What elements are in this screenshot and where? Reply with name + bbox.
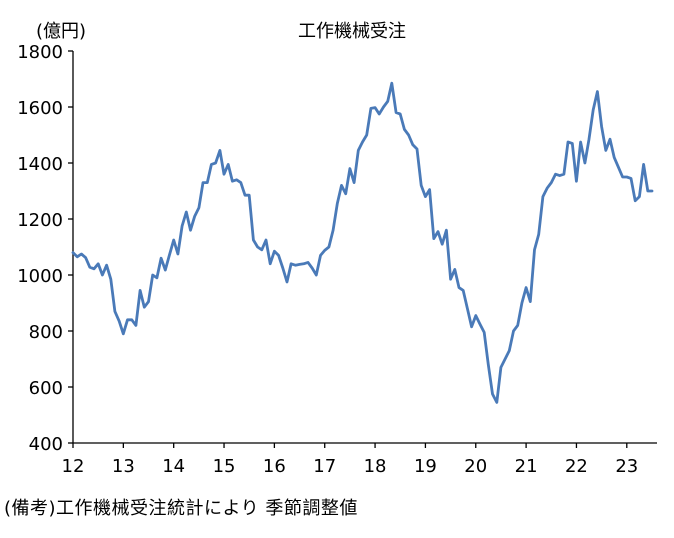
y-tick-label: 800 [29,322,63,343]
x-tick-label: 14 [162,456,185,477]
x-tick-label: 20 [464,456,487,477]
x-tick-label: 16 [263,456,286,477]
x-tick-label: 17 [313,456,336,477]
x-tick-label: 21 [515,456,538,477]
y-axis-unit-label: (億円) [36,21,86,42]
y-tick-label: 400 [29,434,63,455]
x-tick-label: 12 [62,456,85,477]
x-tick-label: 19 [414,456,437,477]
series-group [71,81,654,404]
y-tick-label: 1000 [17,266,63,287]
chart-note: (備考)工作機械受注統計により 季節調整値 [4,498,358,519]
x-tick-label: 13 [112,456,135,477]
series-line [71,81,654,404]
y-tick-label: 1400 [17,154,63,175]
y-tick-label: 600 [29,378,63,399]
line-chart: 工作機械受注 (億円) 400 600 800 1000 1200 1400 1600 180… [17,21,657,477]
x-tick-label: 18 [364,456,387,477]
y-tick-label: 1200 [17,210,63,231]
y-axis-ticks: 400 600 800 1000 1200 1400 1600 1800 [17,42,73,455]
y-tick-label: 1800 [17,42,63,63]
x-tick-label: 22 [565,456,588,477]
x-axis-ticks: 12 13 14 15 16 17 18 19 20 21 22 23 [62,443,638,477]
y-tick-label: 1600 [17,98,63,119]
chart-title: 工作機械受注 [298,21,406,42]
x-tick-label: 23 [615,456,638,477]
x-tick-label: 15 [213,456,236,477]
